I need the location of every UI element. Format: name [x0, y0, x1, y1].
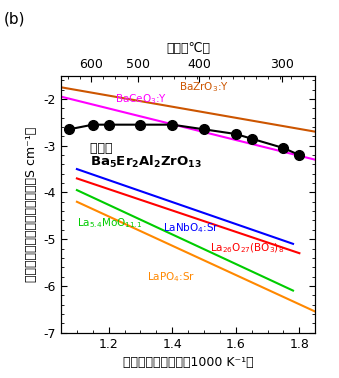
Text: 新材料: 新材料	[89, 141, 116, 155]
Text: BaZrO$_3$:Y: BaZrO$_3$:Y	[179, 81, 228, 94]
X-axis label: 温度（℃）: 温度（℃）	[166, 42, 210, 55]
Text: BaCeO$_3$:Y: BaCeO$_3$:Y	[115, 92, 167, 106]
Text: La$_{5.4}$MoO$_{11.1}$: La$_{5.4}$MoO$_{11.1}$	[77, 216, 142, 230]
Y-axis label: プロトン伝導度［対数表示］（S cm⁻¹）: プロトン伝導度［対数表示］（S cm⁻¹）	[25, 127, 38, 282]
X-axis label: 絶対温度ｔの逆数（1000 K⁻¹）: 絶対温度ｔの逆数（1000 K⁻¹）	[123, 356, 254, 369]
Text: LaNbO$_4$:Sr: LaNbO$_4$:Sr	[163, 221, 219, 235]
Text: La$_{26}$O$_{27}$(BO$_3$)$_8$: La$_{26}$O$_{27}$(BO$_3$)$_8$	[211, 241, 285, 255]
Text: LaPO$_4$:Sr: LaPO$_4$:Sr	[147, 270, 195, 284]
Text: (b): (b)	[3, 11, 25, 26]
Text: $\mathbf{Ba_5Er_2Al_2ZrO_{13}}$: $\mathbf{Ba_5Er_2Al_2ZrO_{13}}$	[89, 154, 201, 170]
